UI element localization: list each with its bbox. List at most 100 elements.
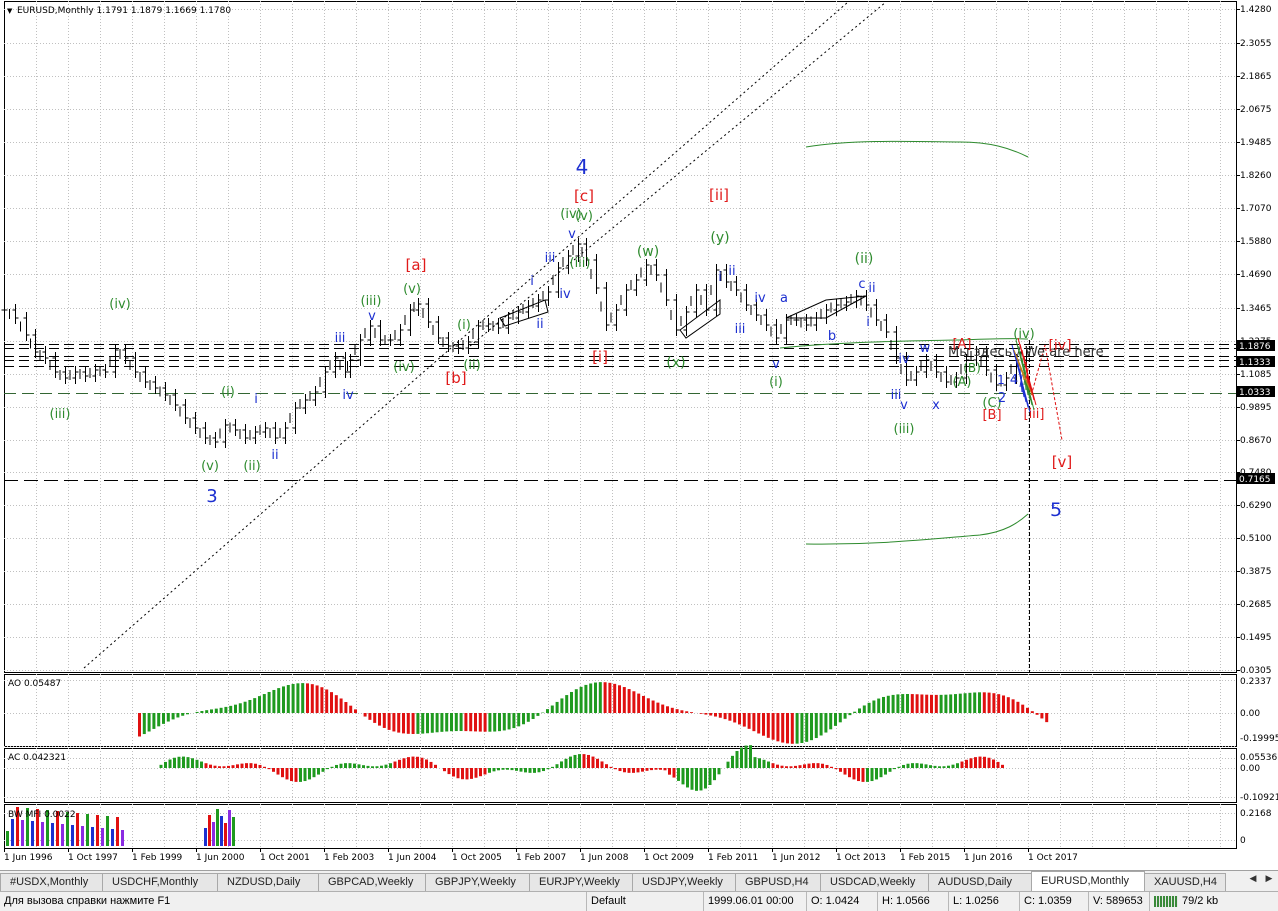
price-label: 0.6290: [1240, 501, 1272, 511]
wave-label: iv: [559, 287, 571, 302]
tab-scroll-left-icon[interactable]: ◀: [1246, 872, 1260, 886]
ac-bar: [394, 762, 397, 768]
ao-bar: [709, 713, 712, 715]
ao-bar: [138, 713, 141, 736]
ao-bar: [786, 713, 789, 743]
ao-bar: [368, 713, 371, 720]
ao-bar: [263, 694, 266, 713]
price-label: 0.1495: [1240, 633, 1272, 643]
ao-bar: [570, 692, 573, 713]
time-label: 1 Jun 2000: [196, 853, 245, 863]
ao-bar: [954, 694, 957, 713]
tab-audusd-daily[interactable]: AUDUSD,Daily: [928, 873, 1032, 891]
tab-gbpjpy-weekly[interactable]: GBPJPY,Weekly: [425, 873, 530, 891]
wave-label: x: [932, 398, 940, 413]
ao-bar: [964, 693, 967, 713]
time-label: 1 Feb 2003: [324, 853, 374, 863]
ao-bar: [282, 686, 285, 713]
ac-bar: [385, 765, 388, 768]
ac-bar: [263, 767, 266, 768]
ao-bar: [402, 713, 405, 733]
ac-bar: [227, 766, 230, 768]
tab-gbpusd-h4[interactable]: GBPUSD,H4: [735, 873, 821, 891]
bwmfi-bar: [204, 828, 207, 846]
annotation-we-are-here: Мы здесь / We are here: [948, 345, 1104, 360]
ao-bar: [560, 698, 563, 713]
ao-bar: [292, 684, 295, 713]
ao-bar: [244, 702, 247, 713]
ac-bar: [601, 761, 604, 768]
ac-bar: [758, 758, 761, 768]
wave-label: v: [900, 398, 908, 413]
ao-bar: [416, 713, 419, 734]
ao-bar: [344, 702, 347, 713]
ao-bar: [608, 683, 611, 713]
ac-scale-label: 0.05536: [1240, 753, 1277, 763]
time-label: 1 Oct 2001: [260, 853, 310, 863]
ac-bar: [974, 757, 977, 768]
tab--usdx-monthly[interactable]: #USDX,Monthly: [0, 873, 103, 891]
ac-bar: [200, 762, 203, 768]
ao-bar: [1012, 699, 1015, 713]
ac-bar: [502, 768, 505, 770]
ac-bar: [578, 754, 581, 768]
tab-scroll-right-icon[interactable]: ▶: [1262, 872, 1276, 886]
ao-bar: [652, 701, 655, 713]
tab-usdcad-weekly[interactable]: USDCAD,Weekly: [820, 873, 929, 891]
ac-bar: [524, 768, 527, 772]
ac-bar: [628, 768, 631, 773]
ac-bar: [754, 757, 757, 768]
ac-bar: [596, 759, 599, 768]
ac-bar: [529, 768, 532, 773]
tab-xauusd-h4[interactable]: XAUUSD,H4: [1144, 873, 1226, 891]
ao-bar: [925, 695, 928, 713]
chart-canvas[interactable]: 1.42802.30552.18652.06751.94851.82601.70…: [0, 0, 1278, 870]
ac-bar: [452, 768, 455, 776]
ao-bar: [805, 713, 808, 742]
ac-bar: [380, 766, 383, 768]
price-label: 0.0305: [1240, 666, 1272, 676]
ac-bar: [718, 768, 721, 774]
tab-eurjpy-weekly[interactable]: EURJPY,Weekly: [529, 873, 633, 891]
ac-bar: [245, 763, 248, 768]
price-highlight-label: 0.7165: [1239, 475, 1271, 485]
ac-bar: [614, 768, 617, 769]
wave-label: (iv): [109, 297, 130, 312]
wave-label: [c]: [574, 187, 594, 205]
ac-bar: [493, 768, 496, 771]
tab-eurusd-monthly[interactable]: EURUSD,Monthly: [1031, 871, 1145, 891]
ac-bar: [619, 768, 622, 771]
ac-bar: [250, 763, 253, 768]
ao-bar: [176, 713, 179, 717]
ao-bar: [748, 713, 751, 729]
ac-bar: [169, 760, 172, 768]
time-label: 1 Jun 2004: [388, 853, 437, 863]
bwmfi-label: BW MFI 0.0022: [8, 810, 76, 820]
bwmfi-bar: [216, 809, 219, 846]
ac-bar: [803, 764, 806, 768]
wave-label: (i): [221, 385, 235, 400]
ao-bar: [973, 692, 976, 713]
ao-bar: [296, 683, 299, 713]
ac-bar: [929, 765, 932, 768]
ao-bar: [714, 713, 717, 717]
tab-nzdusd-daily[interactable]: NZDUSD,Daily: [217, 873, 319, 891]
wave-label: [B]: [982, 408, 1001, 423]
ao-bar: [392, 713, 395, 731]
ac-bar: [223, 766, 226, 768]
wave-label: ii: [271, 448, 278, 463]
ac-bar: [421, 758, 424, 768]
ac-bar: [434, 765, 437, 768]
wave-label: a: [780, 291, 788, 306]
ao-bar: [532, 713, 535, 719]
tab-gbpcad-weekly[interactable]: GBPCAD,Weekly: [318, 873, 426, 891]
ac-bar: [925, 764, 928, 768]
wave-label: i: [254, 392, 258, 407]
ao-bar: [920, 694, 923, 713]
tab-usdchf-monthly[interactable]: USDCHF,Monthly: [102, 873, 218, 891]
ao-bar: [320, 687, 323, 713]
ao-bar: [1026, 708, 1029, 713]
tab-usdjpy-weekly[interactable]: USDJPY,Weekly: [632, 873, 736, 891]
ac-bar: [632, 768, 635, 773]
